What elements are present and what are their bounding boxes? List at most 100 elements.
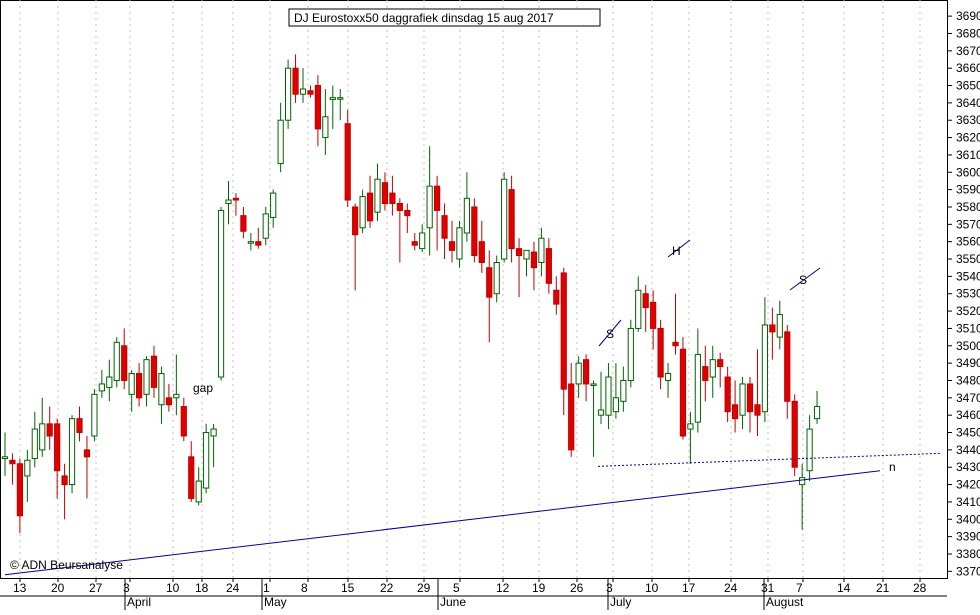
candle-body bbox=[173, 393, 180, 399]
candle-body bbox=[307, 90, 314, 95]
candle-body bbox=[597, 409, 605, 416]
title-box bbox=[288, 8, 601, 27]
x-tick-label: 5 bbox=[453, 581, 460, 595]
x-tick-label: 3 bbox=[123, 581, 130, 595]
candle-body bbox=[299, 88, 307, 95]
candle-body bbox=[255, 241, 262, 246]
candle-body bbox=[322, 116, 329, 139]
candle-body bbox=[471, 206, 478, 257]
support-trendline bbox=[4, 470, 881, 576]
candle-body bbox=[709, 359, 716, 378]
x-tick-label: 14 bbox=[837, 581, 851, 595]
candle-body bbox=[612, 397, 619, 413]
candle-body bbox=[486, 267, 493, 298]
y-tick-label: 3400 bbox=[956, 512, 980, 526]
y-tick-label: 3460 bbox=[956, 408, 980, 422]
candle-body bbox=[523, 249, 530, 260]
candle-body bbox=[396, 203, 403, 211]
candle-body bbox=[247, 241, 254, 244]
neckline bbox=[597, 452, 941, 467]
candle-body bbox=[344, 123, 351, 201]
candle-body bbox=[553, 289, 560, 305]
x-tick-label: 19 bbox=[532, 581, 546, 595]
candle-body bbox=[694, 353, 701, 423]
y-tick-label: 3420 bbox=[956, 478, 980, 492]
candle-body bbox=[210, 428, 217, 437]
candle-body bbox=[359, 196, 366, 229]
candle-body bbox=[508, 189, 515, 250]
y-tick-label: 3520 bbox=[956, 304, 980, 318]
candle-body bbox=[128, 373, 135, 395]
candle-body bbox=[761, 324, 768, 413]
candle-body bbox=[575, 362, 582, 385]
y-tick-label: 3610 bbox=[956, 148, 980, 162]
x-tick-label: 18 bbox=[195, 581, 209, 595]
candle-body bbox=[515, 248, 523, 257]
candle-body bbox=[679, 348, 687, 437]
candle-body bbox=[568, 383, 575, 451]
month-label: August bbox=[766, 595, 804, 609]
y-tick-label: 3560 bbox=[956, 235, 980, 249]
candle-body bbox=[560, 272, 567, 390]
candle-body bbox=[724, 376, 731, 413]
x-tick-label: 15 bbox=[341, 581, 355, 595]
candle-body bbox=[31, 428, 38, 460]
candle-body bbox=[448, 241, 456, 251]
candle-body bbox=[91, 393, 98, 437]
month-label: May bbox=[264, 595, 287, 609]
candle-body bbox=[314, 85, 321, 130]
x-tick-label: 22 bbox=[380, 581, 394, 595]
x-tick-label: 28 bbox=[913, 581, 927, 595]
shoulder-mark-right bbox=[789, 267, 821, 291]
x-tick-label: 13 bbox=[13, 581, 27, 595]
y-tick-label: 3380 bbox=[956, 547, 980, 561]
candle-body bbox=[717, 359, 724, 368]
y-tick-label: 3690 bbox=[956, 9, 980, 23]
month-label: April bbox=[127, 595, 151, 609]
x-tick-label: 26 bbox=[570, 581, 584, 595]
credit-label: © ADN Beursanalyse bbox=[10, 558, 123, 572]
month-label: June bbox=[440, 595, 466, 609]
candle-body bbox=[292, 67, 299, 95]
x-tick-label: 31 bbox=[761, 581, 775, 595]
candle-body bbox=[374, 178, 381, 213]
candle-body bbox=[605, 376, 612, 416]
candle-body bbox=[121, 345, 128, 381]
candle-body bbox=[404, 209, 411, 217]
y-tick-label: 3490 bbox=[956, 356, 980, 370]
candle-body bbox=[180, 406, 187, 437]
candle-body bbox=[277, 119, 284, 165]
x-tick-label: 21 bbox=[876, 581, 890, 595]
candle-body bbox=[225, 199, 232, 205]
candle-body bbox=[642, 293, 649, 309]
x-tick-label: 12 bbox=[496, 581, 510, 595]
candle-body bbox=[702, 366, 709, 381]
candle-body bbox=[203, 432, 210, 489]
y-tick-label: 3640 bbox=[956, 96, 980, 110]
candle-body bbox=[501, 178, 508, 260]
y-tick-label: 3530 bbox=[956, 287, 980, 301]
candle-body bbox=[270, 192, 277, 218]
candle-body bbox=[769, 324, 776, 333]
right-shoulder-label: S bbox=[799, 273, 807, 287]
candle-body bbox=[650, 301, 657, 329]
candle-body bbox=[240, 215, 247, 232]
x-tick-label: 24 bbox=[226, 581, 240, 595]
candle-body bbox=[664, 373, 672, 381]
candle-body bbox=[24, 459, 31, 477]
y-tick-label: 3570 bbox=[956, 217, 980, 231]
candle-body bbox=[188, 456, 195, 499]
chart-title: DJ Eurostoxx50 daggrafiek dinsdag 15 aug… bbox=[294, 11, 554, 25]
candle-body bbox=[776, 314, 783, 338]
y-tick-label: 3540 bbox=[956, 269, 980, 283]
candle-body bbox=[195, 480, 202, 503]
candle-body bbox=[687, 423, 694, 430]
candle-body bbox=[434, 185, 441, 211]
candle-body bbox=[68, 418, 76, 486]
candle-body bbox=[493, 261, 500, 295]
candle-body bbox=[285, 67, 292, 121]
candle-body bbox=[329, 97, 336, 100]
y-tick-label: 3410 bbox=[956, 495, 980, 509]
candle-body bbox=[1, 456, 9, 460]
